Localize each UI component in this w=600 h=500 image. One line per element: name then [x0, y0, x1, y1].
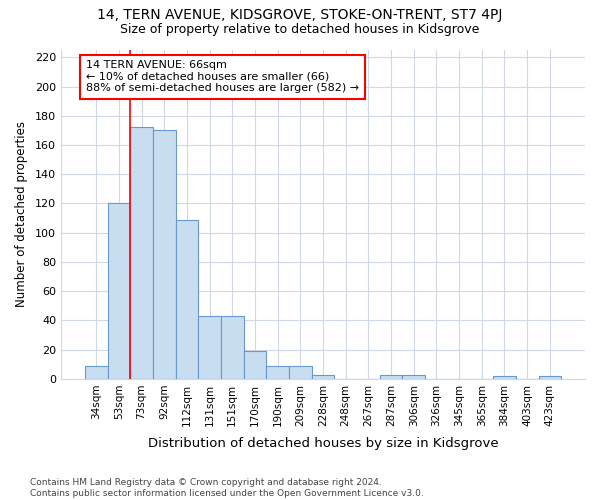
Text: Contains HM Land Registry data © Crown copyright and database right 2024.
Contai: Contains HM Land Registry data © Crown c… [30, 478, 424, 498]
Bar [176, 220, 198, 379]
Bar [198, 316, 221, 379]
Text: 14, TERN AVENUE, KIDSGROVE, STOKE-ON-TRENT, ST7 4PJ: 14, TERN AVENUE, KIDSGROVE, STOKE-ON-TRE… [97, 8, 503, 22]
Bar [107, 204, 130, 379]
X-axis label: Distribution of detached houses by size in Kidsgrove: Distribution of detached houses by size … [148, 437, 499, 450]
Bar [130, 128, 153, 379]
Text: Size of property relative to detached houses in Kidsgrove: Size of property relative to detached ho… [121, 22, 479, 36]
Bar [266, 366, 289, 379]
Y-axis label: Number of detached properties: Number of detached properties [15, 122, 28, 308]
Bar [244, 351, 266, 379]
Bar [493, 376, 516, 379]
Text: 14 TERN AVENUE: 66sqm
← 10% of detached houses are smaller (66)
88% of semi-deta: 14 TERN AVENUE: 66sqm ← 10% of detached … [86, 60, 359, 94]
Bar [153, 130, 176, 379]
Bar [539, 376, 561, 379]
Bar [403, 374, 425, 379]
Bar [289, 366, 311, 379]
Bar [221, 316, 244, 379]
Bar [311, 374, 334, 379]
Bar [85, 366, 107, 379]
Bar [380, 374, 403, 379]
